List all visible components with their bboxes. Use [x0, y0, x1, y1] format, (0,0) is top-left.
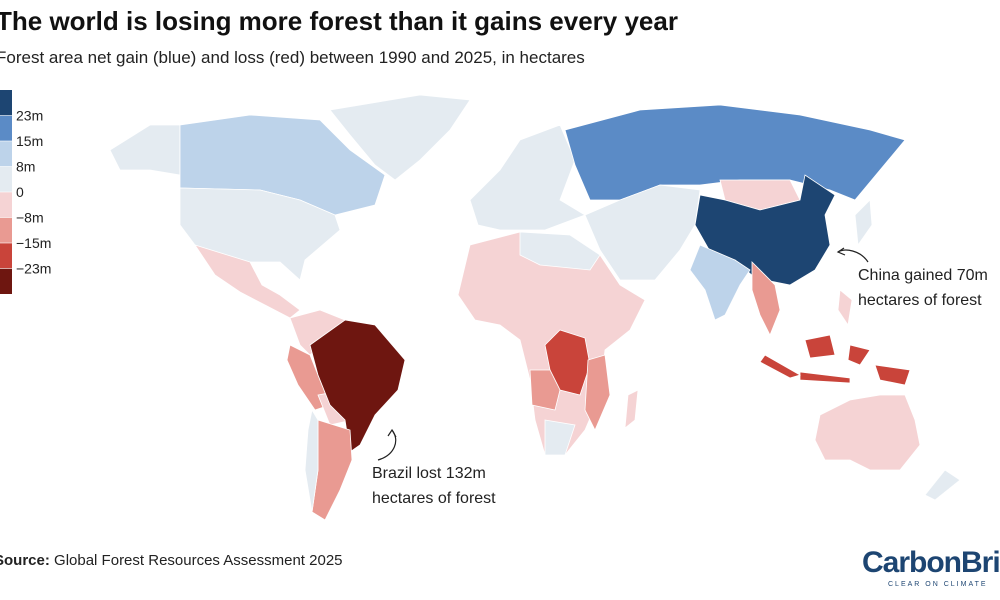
- source-label: Source:: [0, 552, 50, 569]
- russia: [564, 104, 906, 201]
- legend-label: 15m: [16, 133, 43, 149]
- legend-swatch: [0, 243, 12, 269]
- chile: [304, 408, 319, 513]
- logo-tagline: CLEAR ON CLIMATE: [888, 581, 988, 588]
- angola: [529, 369, 561, 411]
- brazil: [309, 319, 406, 453]
- china-arrowhead: [836, 247, 846, 256]
- indonesia: [759, 334, 911, 386]
- legend-label: −23m: [16, 261, 51, 277]
- china-annotation: hectares of forest: [858, 292, 982, 309]
- new-zealand: [924, 469, 961, 501]
- annotations: China gained 70m hectares of forest Braz…: [372, 247, 988, 507]
- europe: [469, 124, 586, 231]
- southeast-asia: [751, 261, 781, 336]
- logo: CarbonBrief: [862, 546, 1000, 579]
- legend-label: 23m: [16, 108, 43, 124]
- brazil-arrowhead: [387, 428, 397, 438]
- source-text: Global Forest Resources Assessment 2025: [54, 552, 342, 569]
- legend-swatch: [0, 268, 12, 294]
- legend-swatch: [0, 192, 12, 218]
- australia: [814, 394, 921, 471]
- legend-swatch: [0, 166, 12, 192]
- source: Source: Global Forest Resources Assessme…: [0, 552, 343, 569]
- china-annotation: China gained 70m: [858, 267, 988, 284]
- legend-label: −15m: [16, 235, 51, 251]
- tanzania: [584, 354, 611, 431]
- brazil-annotation: Brazil lost 132m: [372, 465, 486, 482]
- philippines: [837, 289, 853, 327]
- middle-east: [584, 184, 701, 281]
- title: The world is losing more forest than it …: [0, 6, 678, 36]
- legend-swatch: [0, 115, 12, 141]
- brazil-annotation: hectares of forest: [372, 490, 496, 507]
- south-africa: [544, 419, 576, 456]
- legend-swatch: [0, 90, 12, 116]
- legend-swatch: [0, 217, 12, 243]
- japan: [854, 199, 873, 247]
- mexico: [194, 244, 301, 319]
- china-arrow: [837, 249, 869, 263]
- legend-label: −8m: [16, 210, 44, 226]
- legend-label: 8m: [16, 159, 35, 175]
- subtitle: Forest area net gain (blue) and loss (re…: [0, 48, 585, 67]
- map: [109, 94, 961, 521]
- north-africa: [519, 231, 601, 271]
- peru: [286, 344, 331, 411]
- madagascar: [624, 389, 639, 429]
- legend-label: 0: [16, 184, 24, 200]
- legend: 23m 15m 8m 0 −8m −15m −23m: [0, 90, 51, 294]
- legend-swatch: [0, 141, 12, 167]
- brazil-arrow: [377, 429, 397, 461]
- greenland: [329, 94, 471, 181]
- alaska: [109, 124, 181, 176]
- india: [689, 244, 751, 321]
